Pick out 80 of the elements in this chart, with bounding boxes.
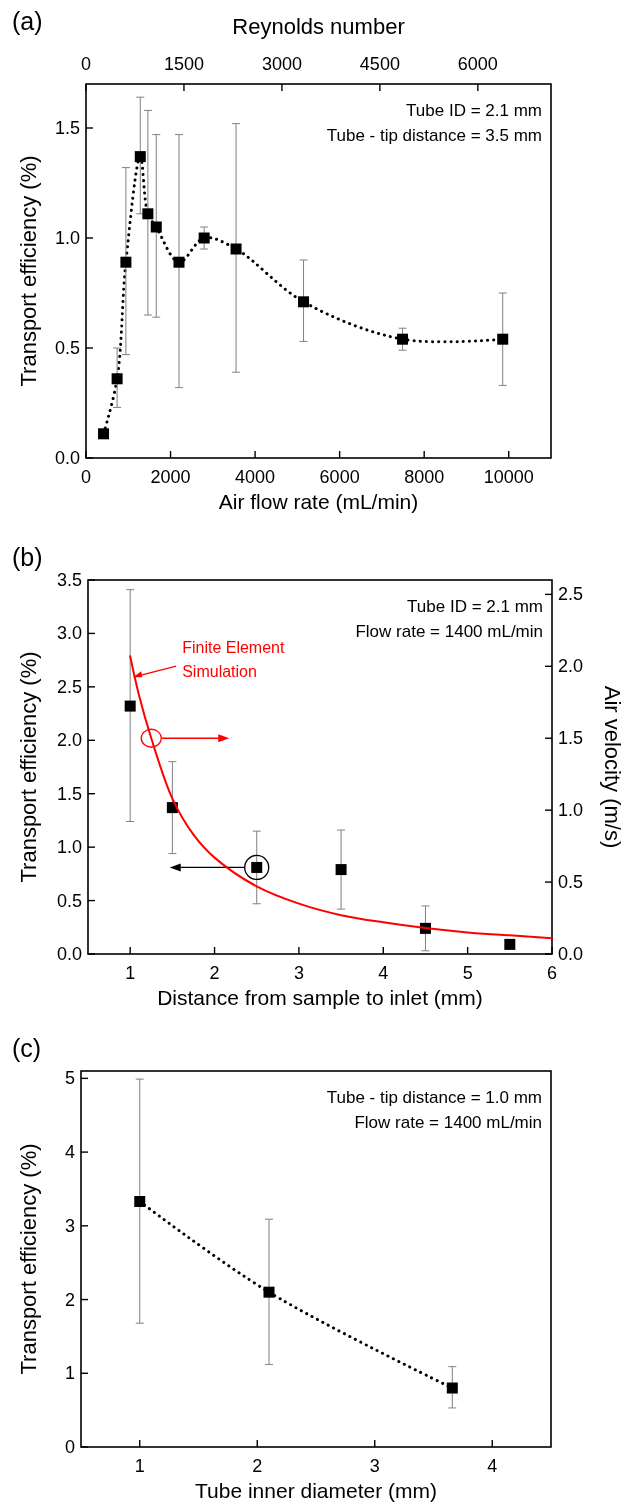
x-axis-title: Tube inner diameter (mm) [195, 1479, 437, 1502]
annotation: Tube - tip distance = 3.5 mm [326, 126, 542, 145]
y-tick-label: 1.5 [54, 118, 80, 138]
x2-tick-label: 3000 [261, 54, 302, 74]
point [230, 243, 242, 255]
x-tick-label: 2 [252, 1456, 263, 1476]
y-tick-label: 2.5 [56, 676, 82, 697]
x2-tick-label: 1500 [163, 54, 204, 74]
x-tick-label: 10000 [483, 467, 534, 487]
y-tick-label: 5 [64, 1068, 75, 1089]
x-axis-title: Air flow rate (mL/min) [218, 490, 419, 513]
chart-title: (a) [12, 7, 43, 35]
y-axis-title: Transport efficiency (%) [15, 651, 41, 883]
x-axis-title: Distance from sample to inlet (mm) [157, 986, 483, 1009]
y-tick-label: 1 [64, 1363, 75, 1384]
point [150, 221, 162, 233]
y2-tick-label: 0.0 [558, 944, 584, 964]
x2-tick-label: 4500 [359, 54, 400, 74]
x-tick-label: 2000 [150, 467, 191, 487]
y2-tick-label: 2.5 [558, 584, 584, 605]
y-tick-label: 3.0 [56, 623, 82, 644]
point [124, 700, 136, 712]
annotation: Flow rate = 1400 mL/min [354, 1113, 542, 1132]
point [111, 373, 123, 385]
y-tick-label: 3 [64, 1215, 75, 1236]
y-axis-title: Transport efficiency (%) [15, 155, 41, 387]
annotation: Tube - tip distance = 1.0 mm [326, 1088, 542, 1107]
point [134, 1195, 146, 1207]
x-tick-label: 4000 [235, 467, 276, 487]
text: Finite Element Simulation [182, 639, 285, 681]
point [98, 428, 110, 440]
y-tick-label: 2 [64, 1289, 75, 1310]
point [397, 333, 409, 345]
line-series [129, 655, 553, 940]
y-tick-label: 0 [64, 1437, 75, 1457]
point [142, 208, 154, 220]
point [134, 151, 146, 163]
x-tick-label: 2 [209, 963, 220, 983]
y2-tick-label: 0.5 [558, 872, 584, 893]
chart-title: (c) [12, 1034, 42, 1062]
x-tick-label: 5 [462, 963, 473, 983]
point [446, 1382, 458, 1394]
point [335, 864, 347, 876]
y-tick-label: 3.5 [56, 570, 82, 590]
point [198, 232, 210, 244]
x-tick-label: 8000 [404, 467, 445, 487]
point [263, 1286, 275, 1298]
point [497, 333, 509, 345]
x-tick-label: 6000 [319, 467, 360, 487]
y2-axis-title: Air velocity (m/s) [599, 685, 625, 849]
x2-tick-label: 6000 [457, 54, 498, 74]
x2-axis-title: Reynolds number [232, 14, 405, 39]
y-tick-label: 4 [64, 1142, 75, 1163]
y-tick-label: 0.5 [54, 338, 80, 358]
point [120, 256, 132, 268]
y-tick-label: 0.0 [54, 448, 80, 468]
y2-tick-label: 1.5 [558, 728, 584, 749]
y-tick-label: 0.5 [56, 890, 82, 911]
point [298, 296, 310, 308]
y2-tick-label: 1.0 [558, 800, 584, 821]
point [173, 256, 185, 268]
y-tick-label: 1.5 [56, 783, 82, 804]
x-tick-label: 4 [378, 963, 389, 983]
y-tick-label: 1.0 [56, 837, 82, 858]
y-tick-label: 1.0 [54, 228, 80, 248]
x-tick-label: 3 [369, 1456, 380, 1476]
annotation: Flow rate = 1400 mL/min [355, 622, 543, 641]
x-tick-label: 1 [125, 963, 136, 983]
annotation: Tube ID = 2.1 mm [406, 101, 542, 120]
y-axis-title: Transport efficiency (%) [15, 1143, 41, 1375]
x-tick-label: 1 [134, 1456, 145, 1476]
annotation: Tube ID = 2.1 mm [407, 597, 543, 616]
y-tick-label: 2.0 [56, 730, 82, 751]
y-tick-label: 0.0 [56, 944, 82, 964]
x-tick-label: 6 [546, 963, 558, 983]
x-tick-label: 4 [487, 1456, 498, 1476]
point [504, 938, 516, 950]
chart-title: (b) [12, 543, 43, 571]
y2-tick-label: 2.0 [558, 656, 584, 677]
x-tick-label: 3 [293, 963, 304, 983]
